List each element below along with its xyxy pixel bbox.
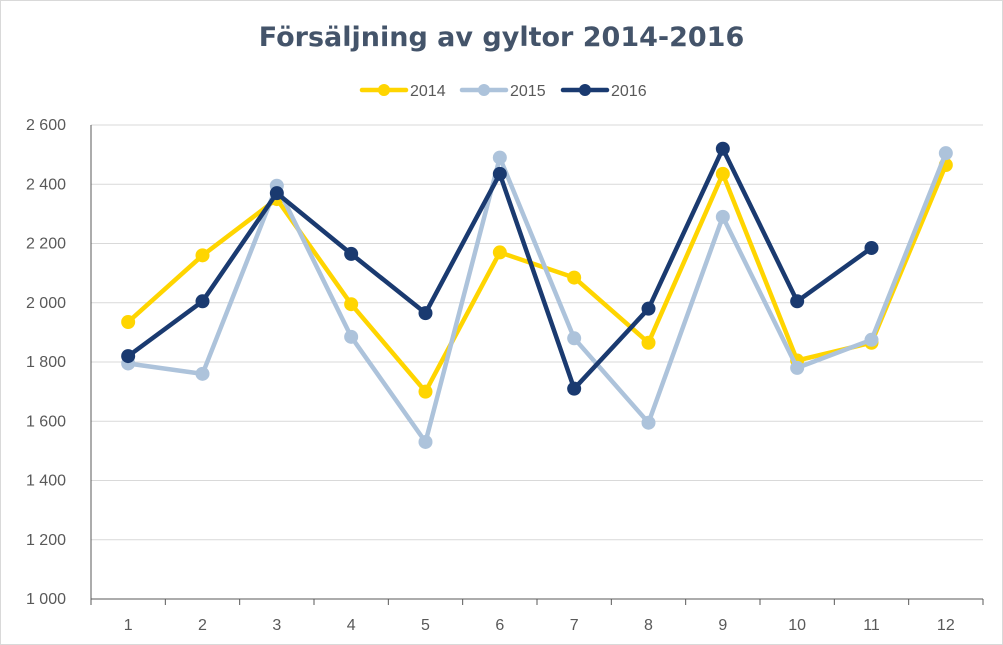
x-tick-label: 11 — [863, 617, 880, 634]
data-point-2016 — [269, 186, 284, 201]
data-point-2016 — [864, 240, 879, 255]
chart-title: Försäljning av gyltor 2014-2016 — [258, 22, 745, 53]
x-tick-label: 1 — [124, 617, 133, 634]
y-tick-label: 2 400 — [26, 176, 66, 193]
data-point-2015 — [418, 434, 433, 449]
data-point-2014 — [715, 166, 730, 181]
legend-marker-2015 — [478, 84, 490, 96]
x-tick-label: 4 — [347, 617, 356, 634]
x-tick-label: 2 — [198, 617, 207, 634]
series-line-2015 — [125, 150, 949, 445]
data-point-2015 — [492, 150, 507, 165]
data-point-2015 — [641, 415, 656, 430]
y-tick-label: 1 400 — [26, 473, 66, 490]
data-point-2014 — [418, 384, 433, 399]
x-tick-label: 5 — [421, 617, 430, 634]
data-point-2016 — [715, 141, 730, 156]
data-point-2016 — [121, 349, 136, 364]
data-point-2014 — [195, 248, 210, 263]
data-point-2016 — [641, 301, 656, 316]
data-point-2016 — [790, 294, 805, 309]
y-tick-label: 1 600 — [26, 413, 66, 430]
legend-label-2015: 2015 — [510, 83, 546, 100]
legend-label-2014: 2014 — [410, 83, 446, 100]
x-tick-label: 7 — [570, 617, 579, 634]
x-tick-label: 10 — [788, 617, 806, 634]
data-point-2016 — [567, 381, 582, 396]
y-tick-label: 1 200 — [26, 532, 66, 549]
x-tick-label: 12 — [937, 617, 955, 634]
data-point-2015 — [195, 366, 210, 381]
x-tick-label: 8 — [644, 617, 653, 634]
data-point-2016 — [418, 306, 433, 321]
data-point-2014 — [492, 245, 507, 260]
data-point-2016 — [344, 246, 359, 261]
data-point-2015 — [715, 209, 730, 224]
x-tick-label: 3 — [272, 617, 281, 634]
data-point-2014 — [121, 315, 136, 330]
y-tick-label: 2 200 — [26, 236, 66, 253]
data-point-2014 — [344, 297, 359, 312]
data-point-2016 — [492, 166, 507, 181]
y-tick-label: 1 000 — [26, 591, 66, 608]
y-tick-label: 2 600 — [26, 117, 66, 134]
data-point-2014 — [567, 270, 582, 285]
x-tick-label: 6 — [495, 617, 504, 634]
data-point-2015 — [864, 332, 879, 347]
legend-marker-2016 — [579, 84, 591, 96]
x-tick-label: 9 — [718, 617, 727, 634]
data-point-2015 — [790, 360, 805, 375]
data-point-2015 — [567, 331, 582, 346]
legend-label-2016: 2016 — [611, 83, 647, 100]
data-point-2015 — [938, 146, 953, 161]
y-tick-label: 1 800 — [26, 354, 66, 371]
y-tick-label: 2 000 — [26, 295, 66, 312]
data-point-2015 — [344, 329, 359, 344]
legend-marker-2014 — [378, 84, 390, 96]
data-point-2016 — [195, 294, 210, 309]
data-point-2014 — [641, 335, 656, 350]
